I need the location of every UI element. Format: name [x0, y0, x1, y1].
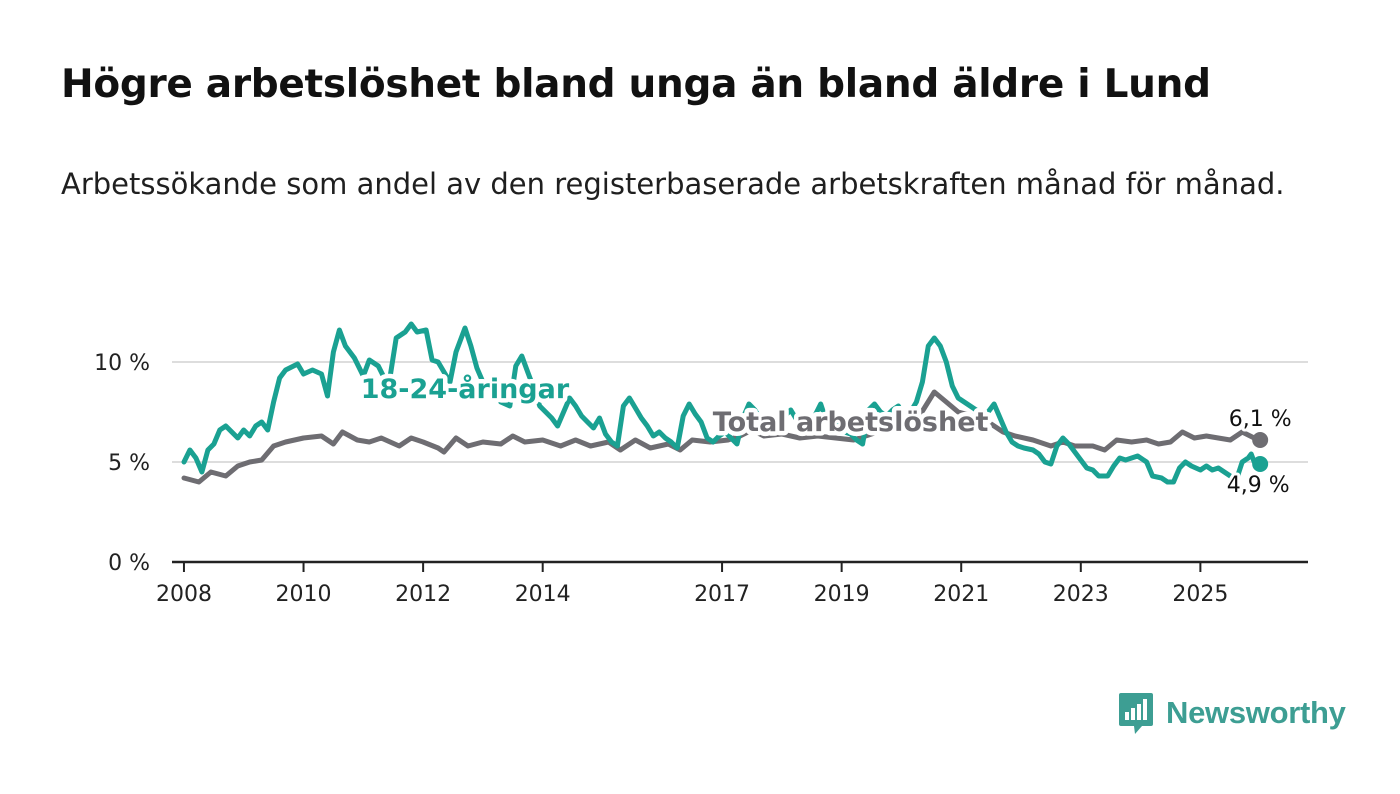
x-tick-label: 2025 — [1172, 582, 1228, 607]
x-tick-label: 2014 — [515, 582, 571, 607]
total-end-marker — [1252, 432, 1269, 448]
x-tick-label: 2021 — [933, 582, 989, 607]
x-tick-label: 2008 — [156, 582, 212, 607]
brand-name: Newsworthy — [1166, 695, 1346, 730]
x-tick-label: 2010 — [276, 582, 332, 607]
youth-series-label: 18-24-åringar — [361, 373, 570, 405]
y-tick-label: 0 % — [108, 551, 150, 576]
x-tick-label: 2019 — [814, 582, 870, 607]
youth-series-line — [181, 321, 1263, 485]
youth-end-marker — [1252, 456, 1269, 472]
total-series-label: Total arbetslöshet — [713, 407, 989, 438]
x-tick-label: 2023 — [1053, 582, 1109, 607]
x-tick-label: 2012 — [395, 582, 451, 607]
chart-subtitle: Arbetssökande som andel av den registerb… — [61, 167, 1285, 201]
series-lines — [181, 321, 1269, 485]
total-series-line — [181, 389, 1263, 485]
youth-end-value: 4,9 % — [1227, 473, 1290, 498]
newsworthy-icon — [1119, 693, 1153, 734]
axes: 0 % 5 % 10 % 2008 2010 2012 2014 2017 2019 2021 20… — [94, 351, 1308, 607]
y-tick-label: 5 % — [108, 451, 150, 476]
series-labels: 18-24-åringar Total arbetslöshet 6,1 % 4,9 … — [356, 369, 1294, 502]
x-tick-label: 2017 — [694, 582, 750, 607]
brand-logo: Newsworthy — [1118, 690, 1346, 736]
y-tick-label: 10 % — [94, 351, 150, 376]
total-end-value: 6,1 % — [1229, 407, 1292, 432]
chart-title: Högre arbetslöshet bland unga än bland ä… — [61, 62, 1211, 107]
